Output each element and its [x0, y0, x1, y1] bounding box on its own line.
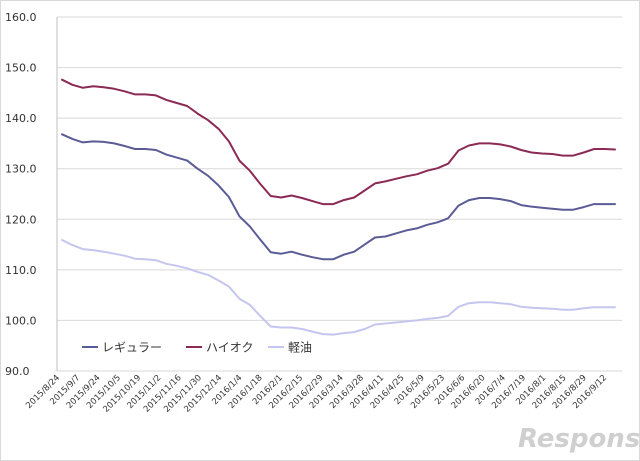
y-tick-label: 90.0: [5, 365, 30, 378]
y-tick-label: 110.0: [5, 264, 37, 277]
y-tick-label: 130.0: [5, 163, 37, 176]
series-lines: [61, 78, 616, 336]
legend: レギュラー ハイオク 軽油: [82, 341, 312, 355]
legend-label-2: 軽油: [288, 341, 312, 355]
gridlines: [56, 16, 622, 372]
y-tick-label: 140.0: [5, 112, 37, 125]
series-line-1: [61, 78, 616, 206]
y-tick-label: 120.0: [5, 213, 37, 226]
y-tick-label: 100.0: [5, 314, 37, 327]
legend-label-0: レギュラー: [102, 341, 162, 355]
series-line-0: [61, 133, 616, 261]
series-line-2: [61, 239, 616, 336]
y-axis-ticks: 90.0 100.0 110.0 120.0 130.0 140.0 150.0 160.0: [5, 11, 37, 378]
y-tick-label: 150.0: [5, 62, 37, 75]
y-tick-label: 160.0: [5, 11, 37, 24]
response-watermark: Response.: [518, 424, 640, 454]
legend-label-1: ハイオク: [206, 341, 254, 355]
